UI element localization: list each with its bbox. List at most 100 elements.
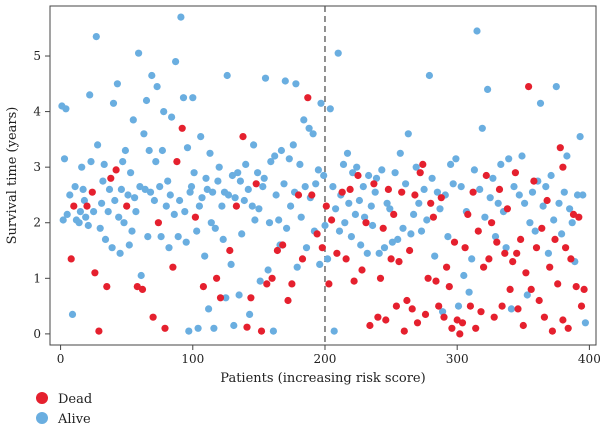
- dead-point: [325, 280, 333, 288]
- alive-point: [256, 277, 264, 285]
- alive-point: [264, 266, 272, 274]
- alive-point: [293, 263, 301, 271]
- dead-point: [288, 280, 296, 288]
- alive-point: [251, 216, 259, 224]
- alive-point: [428, 174, 436, 182]
- alive-point: [399, 224, 407, 232]
- dead-point: [239, 133, 247, 141]
- alive-point: [186, 188, 194, 196]
- alive-point: [353, 163, 361, 171]
- alive-point: [259, 183, 267, 191]
- alive-point: [137, 271, 145, 280]
- dead-point: [567, 255, 575, 263]
- dead-point: [103, 283, 111, 291]
- dead-point: [416, 169, 424, 177]
- alive-point: [76, 208, 84, 216]
- x-tick-label: 0: [57, 352, 65, 366]
- alive-point: [227, 260, 235, 268]
- alive-point: [176, 196, 184, 205]
- alive-point: [240, 196, 248, 205]
- alive-point: [465, 288, 473, 296]
- dead-point: [123, 202, 131, 210]
- dead-point: [443, 263, 451, 271]
- alive-point: [223, 71, 231, 80]
- alive-point: [244, 185, 252, 193]
- alive-point: [96, 224, 104, 232]
- alive-point: [383, 199, 391, 207]
- alive-point: [502, 244, 510, 252]
- alive-point: [359, 183, 367, 191]
- alive-point: [71, 183, 79, 191]
- dead-point: [472, 324, 480, 332]
- alive-point: [305, 124, 313, 132]
- legend: Dead Alive: [36, 392, 92, 427]
- alive-point: [431, 252, 439, 260]
- alive-point: [518, 152, 526, 160]
- dead-point: [548, 327, 557, 335]
- dead-point: [519, 321, 527, 330]
- alive-point: [218, 202, 226, 210]
- alive-point: [160, 108, 168, 116]
- dead-point: [445, 283, 453, 291]
- alive-point: [394, 235, 402, 243]
- alive-point: [148, 71, 156, 80]
- dead-point: [298, 255, 307, 263]
- alive-point: [326, 105, 334, 113]
- dead-point: [421, 310, 430, 318]
- alive-point: [248, 202, 256, 210]
- alive-point: [396, 149, 404, 157]
- alive-point: [425, 71, 433, 80]
- alive-point: [449, 180, 457, 188]
- alive-point: [447, 160, 455, 168]
- alive-point: [60, 155, 69, 163]
- alive-point: [132, 208, 140, 216]
- dead-point: [464, 210, 472, 218]
- dead-point: [513, 249, 521, 257]
- alive-point: [351, 210, 359, 218]
- dead-point: [456, 330, 464, 338]
- dead-point: [408, 305, 416, 313]
- alive-point: [375, 249, 383, 257]
- dead-point: [527, 285, 535, 293]
- dead-point: [488, 219, 496, 227]
- alive-point: [158, 146, 166, 155]
- alive-point: [187, 183, 196, 191]
- dead-point: [482, 171, 490, 180]
- alive-point: [111, 196, 119, 205]
- alive-point: [128, 227, 136, 235]
- alive-point: [528, 188, 537, 196]
- dead-point: [543, 196, 551, 205]
- dead-point: [138, 285, 147, 293]
- dead-point: [532, 244, 541, 252]
- x-tick-label: 200: [314, 352, 337, 366]
- y-tick-label: 4: [33, 105, 41, 119]
- dead-point: [366, 321, 374, 330]
- alive-point: [207, 219, 215, 227]
- dead-point: [112, 166, 120, 174]
- alive-point: [172, 58, 180, 66]
- dead-point: [226, 246, 234, 255]
- alive-point: [547, 171, 555, 180]
- alive-point: [552, 83, 560, 91]
- dead-point: [199, 283, 207, 291]
- alive-point: [300, 116, 308, 124]
- alive-point: [320, 171, 328, 180]
- alive-point: [150, 196, 158, 205]
- alive-point: [573, 191, 582, 199]
- dead-point: [400, 327, 408, 335]
- alive-point: [316, 260, 324, 268]
- dead-point: [304, 94, 312, 102]
- dead-point: [564, 324, 572, 332]
- alive-point: [145, 146, 153, 155]
- alive-point: [321, 221, 329, 230]
- alive-point: [105, 185, 114, 193]
- dead-point: [257, 327, 266, 335]
- alive-point: [135, 49, 143, 57]
- alive-point: [420, 185, 428, 193]
- alive-point: [367, 202, 375, 210]
- alive-point: [579, 191, 587, 199]
- y-tick-label: 3: [33, 160, 41, 174]
- y-tick-label: 0: [33, 327, 41, 341]
- alive-point: [404, 130, 412, 138]
- alive-point: [271, 152, 279, 160]
